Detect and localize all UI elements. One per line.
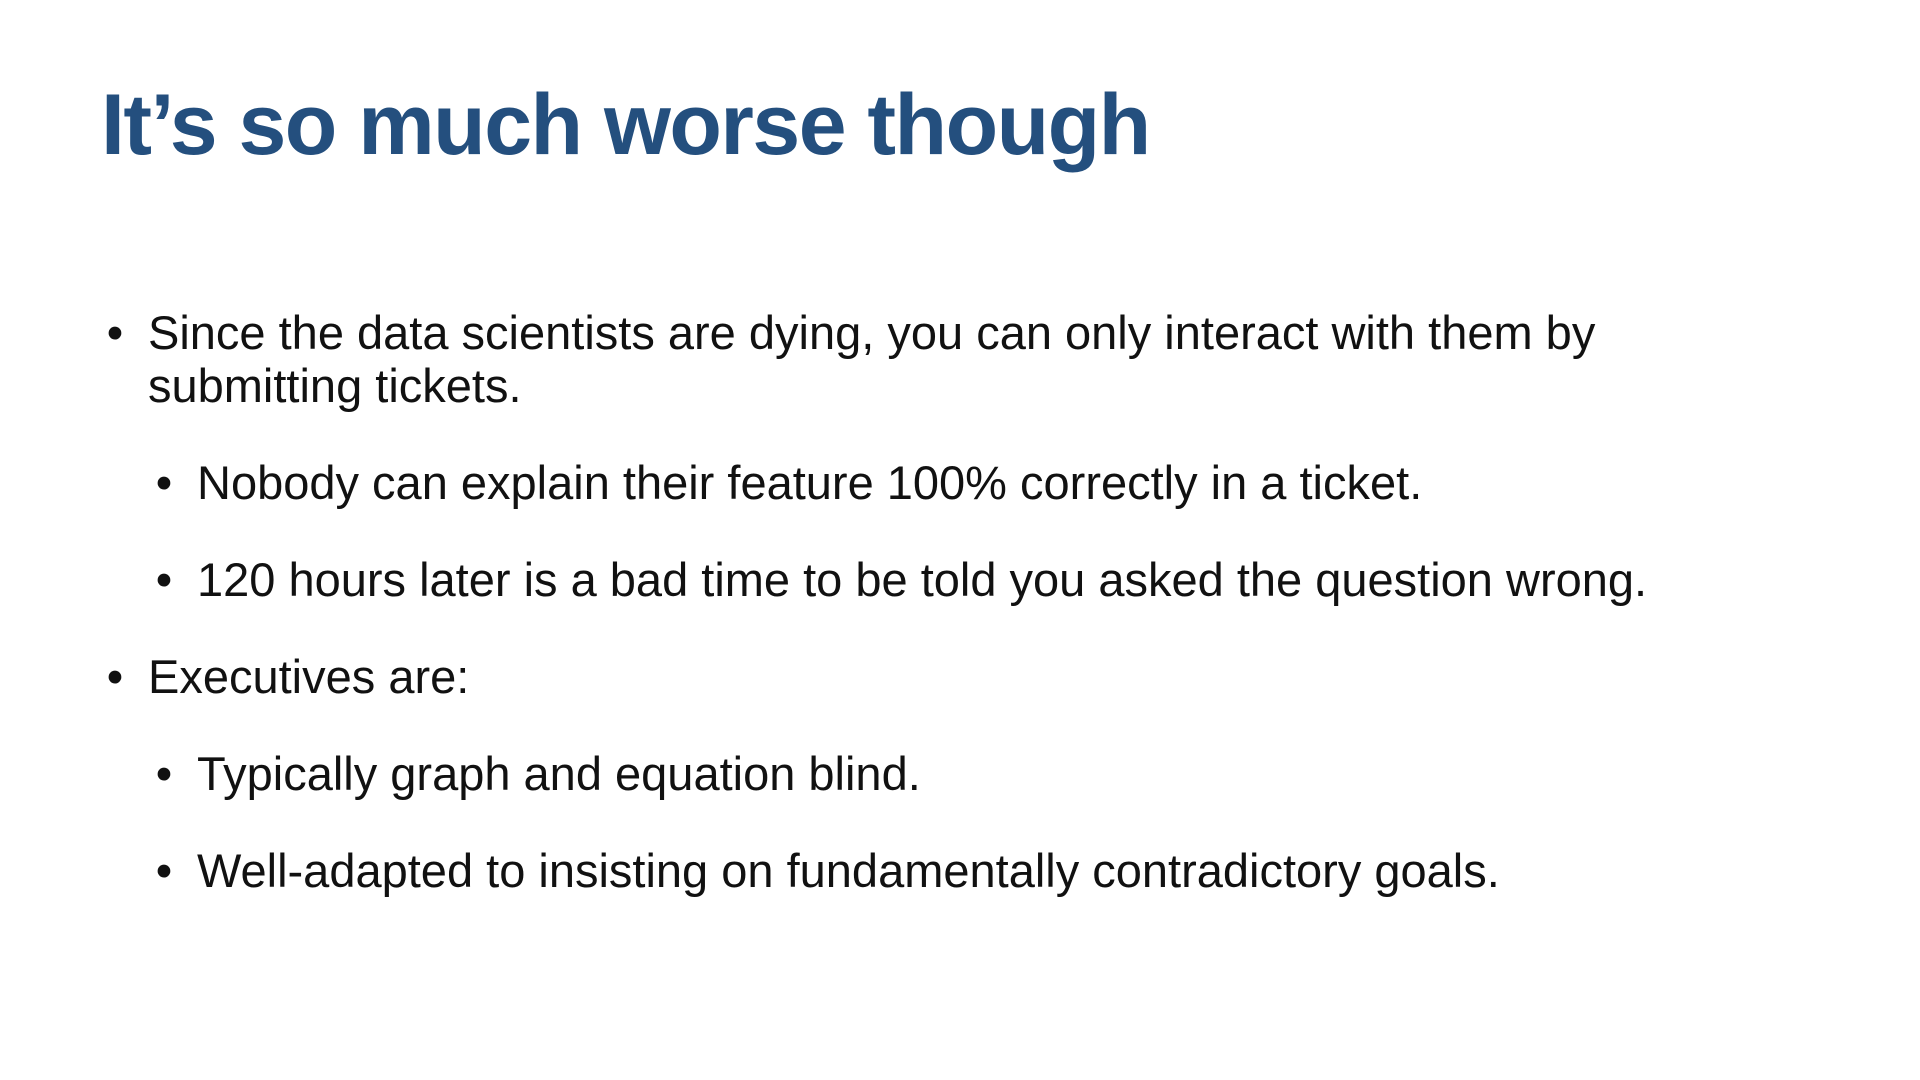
bullet-text: 120 hours later is a bad time to be told… (197, 553, 1648, 606)
slide-title: It’s so much worse though (101, 77, 1151, 173)
bullet-text: Nobody can explain their feature 100% co… (197, 456, 1423, 509)
bullet-marker: • (106, 650, 124, 703)
sub-bullet-item: • 120 hours later is a bad time to be to… (100, 553, 1820, 606)
bullet-item: • Executives are: (100, 650, 1820, 703)
bullet-marker: • (155, 747, 173, 800)
bullet-marker: • (106, 306, 124, 359)
bullet-text: Typically graph and equation blind. (197, 747, 921, 800)
bullet-item: • Since the data scientists are dying, y… (100, 306, 1820, 412)
bullet-text: Executives are: (148, 650, 470, 703)
bullet-text: Well-adapted to insisting on fundamental… (197, 844, 1500, 897)
bullet-marker: • (155, 844, 173, 897)
bullet-text: Since the data scientists are dying, you… (148, 306, 1596, 412)
sub-bullet-item: • Typically graph and equation blind. (100, 747, 1820, 800)
bullet-marker: • (155, 553, 173, 606)
bullet-marker: • (155, 456, 173, 509)
sub-bullet-item: • Nobody can explain their feature 100% … (100, 456, 1820, 509)
bullet-list: • Since the data scientists are dying, y… (100, 306, 1820, 941)
sub-bullet-item: • Well-adapted to insisting on fundament… (100, 844, 1820, 897)
